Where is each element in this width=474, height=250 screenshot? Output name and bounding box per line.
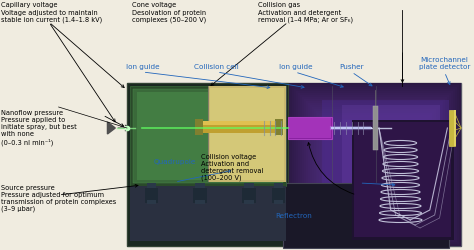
Bar — [288, 83, 461, 246]
Text: Microchannel
plate detector: Microchannel plate detector — [419, 57, 470, 70]
Bar — [449, 110, 455, 146]
Bar — [195, 183, 205, 191]
Bar — [137, 92, 282, 180]
Text: Source pressure
Pressure adjusted for optimum
transmission of protein complexes
: Source pressure Pressure adjusted for op… — [1, 185, 116, 212]
Bar — [275, 119, 283, 135]
Bar — [302, 97, 447, 232]
Bar — [373, 106, 378, 150]
Bar — [316, 111, 434, 218]
Text: Capillary voltage
Voltage adjusted to maintain
stable ion current (1.4–1.8 kV): Capillary voltage Voltage adjusted to ma… — [1, 2, 102, 23]
Bar — [195, 121, 283, 125]
Bar — [244, 200, 254, 204]
Bar — [288, 83, 461, 246]
Text: Collision gas
Activation and detergent
removal (1–4 MPa; Ar or SF₆): Collision gas Activation and detergent r… — [258, 2, 354, 23]
Bar — [193, 188, 207, 203]
Bar — [310, 105, 439, 224]
Bar — [273, 183, 283, 191]
Bar — [127, 83, 461, 246]
Bar — [145, 188, 158, 203]
Bar — [321, 117, 428, 212]
Text: Nanoflow pressure
Pressure applied to
initiate spray, but best
with none
(0–0.3 : Nanoflow pressure Pressure applied to in… — [1, 110, 77, 146]
Bar — [133, 89, 283, 183]
Bar — [318, 113, 432, 216]
Bar — [289, 118, 331, 138]
Bar — [311, 107, 438, 222]
Text: Pusher: Pusher — [339, 64, 364, 70]
Bar — [342, 105, 439, 210]
Bar — [127, 83, 288, 246]
Text: Ion guide: Ion guide — [126, 64, 159, 70]
Bar — [354, 122, 451, 237]
Bar — [322, 100, 449, 220]
Bar — [296, 91, 453, 238]
Bar — [325, 121, 424, 208]
Bar — [288, 117, 332, 139]
Bar — [130, 86, 286, 186]
Bar — [319, 115, 430, 214]
Bar — [146, 200, 156, 204]
Bar — [273, 200, 283, 204]
Text: Quadrupole: Quadrupole — [154, 159, 196, 165]
Bar — [244, 183, 254, 191]
Bar — [352, 120, 454, 240]
Text: Collision cell: Collision cell — [194, 64, 239, 70]
Bar — [290, 85, 459, 244]
Bar — [272, 188, 285, 203]
Polygon shape — [108, 122, 115, 134]
Bar — [298, 93, 451, 236]
Bar — [308, 103, 441, 226]
Bar — [130, 186, 286, 241]
Text: Cone voltage
Desolvation of protein
complexes (50–200 V): Cone voltage Desolvation of protein comp… — [132, 2, 206, 23]
Bar — [195, 200, 205, 204]
Bar — [210, 88, 284, 180]
Bar — [242, 188, 256, 203]
Bar — [454, 110, 456, 146]
Bar — [146, 183, 156, 191]
Bar — [208, 86, 286, 182]
Bar — [292, 87, 457, 242]
Text: Reflectron: Reflectron — [275, 213, 312, 219]
Bar — [283, 183, 449, 248]
Bar — [195, 121, 283, 133]
Bar — [304, 99, 446, 230]
Bar — [294, 89, 455, 240]
Bar — [314, 109, 436, 220]
Bar — [323, 119, 426, 210]
Bar — [195, 119, 203, 135]
Text: Ion guide: Ion guide — [279, 64, 312, 70]
Bar — [306, 101, 444, 228]
Text: Collision voltage
Activation and
detergent removal
(100–200 V): Collision voltage Activation and deterge… — [201, 154, 264, 181]
Bar — [300, 95, 449, 234]
